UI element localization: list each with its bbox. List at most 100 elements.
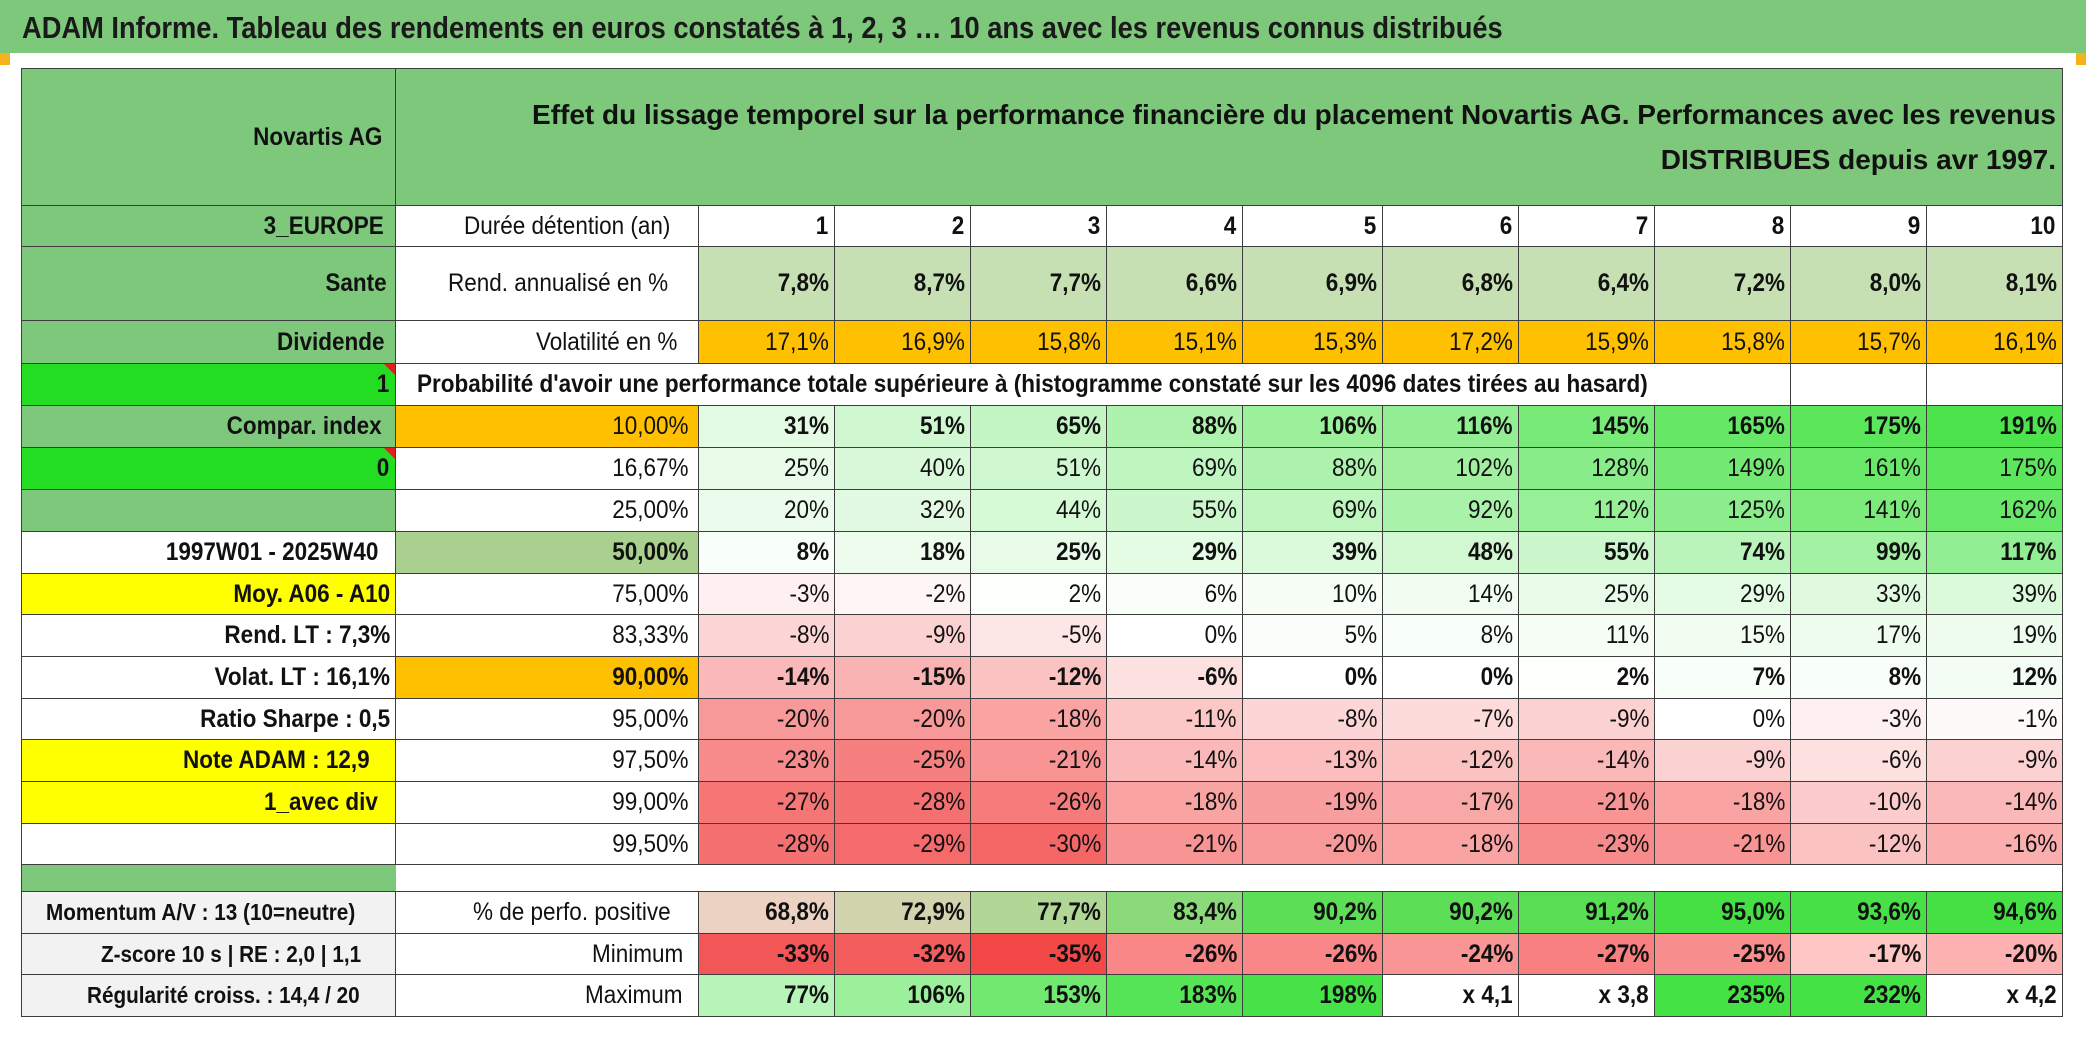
perf-value: 88%: [1106, 405, 1243, 448]
zone: 3_EUROPE: [21, 205, 396, 247]
summary-value: 91,2%: [1518, 891, 1655, 934]
perf-value: 39%: [1242, 531, 1383, 574]
zscore: Z-score 10 s | RE : 2,0 | 1,1: [21, 933, 396, 975]
perf-value: 14%: [1382, 573, 1519, 615]
perf-value-text: 116%: [1456, 412, 1513, 440]
description-text: Effet du lissage temporel sur la perform…: [532, 99, 2056, 175]
empty-label: [21, 823, 396, 865]
perf-value-text: 6%: [1204, 579, 1237, 608]
perf-value-text: -21%: [1184, 829, 1237, 858]
quantile-label: 25,00%: [395, 489, 699, 532]
summary-value: 232%: [1790, 974, 1927, 1017]
perf-value: 19%: [1926, 614, 2063, 657]
perf-value: -14%: [698, 656, 835, 699]
perf-value-text: -26%: [1048, 788, 1101, 816]
compar-index: Compar. index: [21, 405, 396, 448]
year-header-text: 9: [1907, 211, 1921, 240]
moy: Moy. A06 - A10: [21, 573, 396, 615]
volat-value-text: 16,9%: [901, 327, 965, 356]
year-header: 5: [1242, 205, 1383, 247]
quantile-label-text: 99,00%: [612, 788, 689, 816]
perf-value-text: 0%: [1344, 663, 1377, 691]
perf-value-text: 7%: [1752, 663, 1785, 691]
perf-value-text: 55%: [1603, 538, 1649, 566]
rend-value-text: 6,9%: [1325, 269, 1377, 297]
perf-value: -26%: [970, 781, 1107, 824]
perf-value: 12%: [1926, 656, 2063, 699]
label-perfo-pos-text: % de perfo. positive: [473, 898, 672, 926]
perf-value-text: -16%: [2004, 829, 2057, 858]
rend-value: 6,4%: [1518, 246, 1655, 321]
perf-value-text: 51%: [919, 412, 965, 440]
table-row: [21, 864, 2063, 892]
summary-value: 93,6%: [1790, 891, 1927, 934]
volat-value: 17,2%: [1382, 320, 1519, 364]
year-header: 9: [1790, 205, 1927, 247]
regularite-text: Régularité croiss. : 14,4 / 20: [87, 982, 360, 1008]
perf-value: -2%: [834, 573, 971, 615]
perf-value: -30%: [970, 823, 1107, 865]
perf-value-text: 29%: [1191, 538, 1237, 566]
performance-table: Novartis AG Effet du lissage temporel sur…: [21, 68, 2063, 1017]
summary-value: -26%: [1106, 933, 1243, 975]
summary-value-text: 83,4%: [1173, 898, 1237, 926]
perf-value-text: 33%: [1875, 579, 1921, 608]
label-proba: Probabilité d'avoir une performance tota…: [395, 363, 1791, 406]
year-header: 7: [1518, 205, 1655, 247]
perf-value: 175%: [1926, 447, 2063, 490]
perf-value-text: -9%: [924, 621, 965, 649]
rend-value: 8,0%: [1790, 246, 1927, 321]
perf-value: -8%: [1242, 698, 1383, 740]
rend-value: 6,8%: [1382, 246, 1519, 321]
perf-value-text: 11%: [1605, 621, 1649, 649]
label-duree: Durée détention (an): [395, 205, 699, 247]
perf-value-text: 102%: [1455, 454, 1513, 482]
perf-value-text: -9%: [2016, 746, 2057, 774]
summary-value-text: 95,0%: [1721, 898, 1785, 926]
perf-value: -14%: [1106, 739, 1243, 782]
perf-value: 33%: [1790, 573, 1927, 615]
perf-value: 44%: [970, 489, 1107, 532]
perf-value-text: 128%: [1591, 454, 1649, 482]
table-row: 99,50% -28% -29% -30% -21% -20% -18% -23% -21% -1…: [21, 823, 2063, 865]
perf-value: -10%: [1790, 781, 1927, 824]
rend-value-text: 7,8%: [777, 269, 829, 297]
perf-value-text: 125%: [1727, 496, 1785, 524]
perf-value-text: -2%: [924, 579, 965, 608]
gap-cell: [21, 864, 396, 892]
perf-value-text: 112%: [1593, 496, 1649, 524]
perf-value-text: 39%: [2011, 579, 2057, 608]
perf-value: 125%: [1654, 489, 1791, 532]
rend-value-text: 7,2%: [1733, 269, 1785, 297]
perf-value-text: 31%: [783, 412, 829, 440]
summary-value: 106%: [834, 974, 971, 1017]
year-header-text: 10: [2030, 211, 2056, 240]
perf-value-text: 191%: [1999, 412, 2057, 440]
perf-value-text: 69%: [1191, 454, 1237, 482]
perf-value: 8%: [1382, 614, 1519, 657]
perf-value: -21%: [1654, 823, 1791, 865]
perf-value-text: -21%: [1048, 746, 1101, 774]
perf-value: 40%: [834, 447, 971, 490]
year-header: 4: [1106, 205, 1243, 247]
perf-value: -3%: [698, 573, 835, 615]
year-header: 10: [1926, 205, 2063, 247]
label-volat-text: Volatilité en %: [535, 327, 678, 356]
volat-value: 15,7%: [1790, 320, 1927, 364]
label-maximum-text: Maximum: [584, 981, 683, 1009]
perf-value-text: -18%: [1184, 788, 1237, 816]
summary-value-text: -17%: [1868, 939, 1921, 968]
summary-value: x 3,8: [1518, 974, 1655, 1017]
perf-value: 25%: [970, 531, 1107, 574]
volat-value: 15,8%: [1654, 320, 1791, 364]
perf-value-text: 0%: [1752, 704, 1785, 733]
table-row: Novartis AG Effet du lissage temporel sur…: [21, 68, 2063, 206]
label-minimum-text: Minimum: [591, 939, 683, 968]
summary-value: 68,8%: [698, 891, 835, 934]
perf-value: 149%: [1654, 447, 1791, 490]
summary-value-text: 77%: [783, 981, 829, 1009]
perf-value-text: 2%: [1616, 663, 1649, 691]
perf-value-text: -6%: [1880, 746, 1921, 774]
perf-value: -12%: [1382, 739, 1519, 782]
perf-value-text: -23%: [776, 746, 829, 774]
